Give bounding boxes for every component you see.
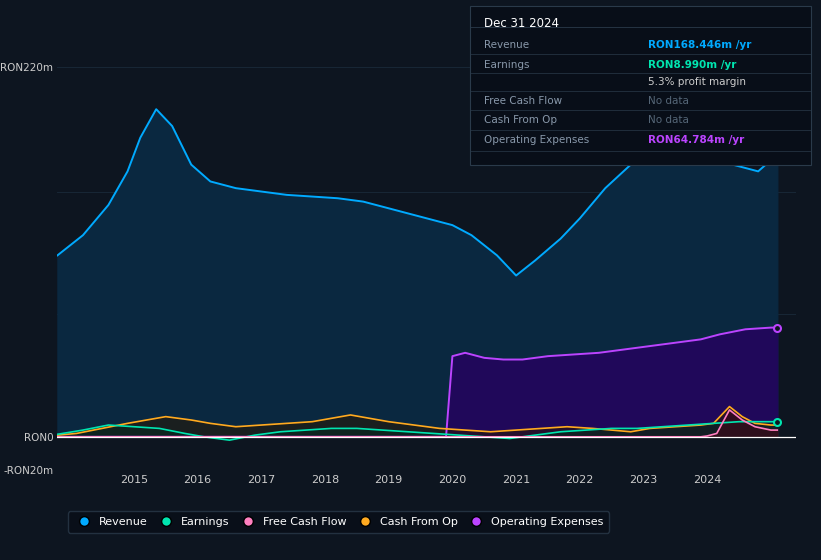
Text: Earnings: Earnings bbox=[484, 60, 530, 71]
Text: 5.3% profit margin: 5.3% profit margin bbox=[648, 77, 745, 87]
Text: RON64.784m /yr: RON64.784m /yr bbox=[648, 136, 744, 146]
Text: Free Cash Flow: Free Cash Flow bbox=[484, 96, 562, 106]
Legend: Revenue, Earnings, Free Cash Flow, Cash From Op, Operating Expenses: Revenue, Earnings, Free Cash Flow, Cash … bbox=[67, 511, 609, 533]
Text: Operating Expenses: Operating Expenses bbox=[484, 136, 589, 146]
Text: No data: No data bbox=[648, 96, 689, 106]
Text: Cash From Op: Cash From Op bbox=[484, 115, 557, 125]
Text: RON8.990m /yr: RON8.990m /yr bbox=[648, 60, 736, 71]
FancyBboxPatch shape bbox=[470, 6, 811, 165]
Text: No data: No data bbox=[648, 115, 689, 125]
Text: Revenue: Revenue bbox=[484, 40, 530, 50]
Text: Dec 31 2024: Dec 31 2024 bbox=[484, 17, 559, 30]
Text: RON168.446m /yr: RON168.446m /yr bbox=[648, 40, 751, 50]
